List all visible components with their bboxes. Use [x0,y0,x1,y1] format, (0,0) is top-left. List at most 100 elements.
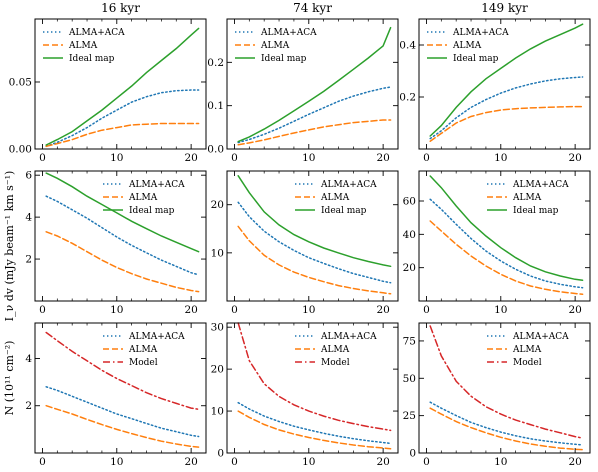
plot-frame [34,322,207,454]
legend-label: ALMA [320,345,350,355]
x-tick-label: 0 [39,456,46,468]
x-tick-label: 20 [184,304,197,316]
y-tick-label: 0 [409,448,416,460]
legend-label: Ideal map [69,54,115,64]
series-line-model [429,325,584,439]
plot-frame [418,322,591,454]
panel-r0c0: 16 kyr 0 10 20 0.00 0.05 ALMA+ACA ALMA Ideal map [9,1,207,164]
legend-label: Model [513,358,542,368]
y-tick-label: 0.2 [207,57,224,69]
legend-label: Model [321,358,350,368]
series-line-alma-aca [429,76,584,140]
legend-label: Model [129,358,158,368]
legend-label: ALMA [452,41,482,51]
x-tick-label: 0 [423,152,430,164]
x-tick-label: 0 [231,304,238,316]
legend-label: ALMA [128,193,158,203]
series-line-ideal-map [237,26,392,143]
x-tick-label: 0 [423,456,430,468]
series-line-alma [237,225,392,295]
legend-label: ALMA+ACA [260,28,317,38]
y-tick-label: 0.00 [9,144,32,156]
panel-r0c2: 149 kyr 0 10 20 0.2 0.4 ALMA+ACA ALMA Ideal map [399,1,591,164]
series-line-alma-aca [45,386,200,438]
y-tick-label: 10 [211,247,224,259]
x-tick-label: 10 [494,456,507,468]
legend-label: ALMA+ACA [452,28,509,38]
series-line-ideal-map [429,175,584,281]
x-tick-label: 10 [494,304,507,316]
legend-label: Ideal map [321,206,367,216]
x-tick-label: 10 [302,304,315,316]
y-tick-label: 25 [403,410,416,422]
ylabel-row1-text: I_ν dv (mJy beam⁻¹ km s⁻¹) [3,171,16,322]
y-tick-label: 60 [403,196,416,208]
x-tick-label: 10 [302,152,315,164]
x-tick-label: 10 [302,456,315,468]
ylabel-row1: I_ν dv (mJy beam⁻¹ km s⁻¹) [3,171,16,322]
y-tick-label: 20 [211,364,224,376]
series-line-alma-aca [429,401,584,446]
y-tick-label: 2 [25,254,32,266]
series-line-ideal-map [237,175,392,268]
series-line-alma [45,231,200,293]
x-tick-label: 10 [494,152,507,164]
x-tick-label: 0 [231,152,238,164]
y-tick-label: 0.0 [207,144,224,156]
series-line-model [45,331,200,411]
legend-label: Ideal map [513,206,559,216]
ylabel-row2: N (10¹¹ cm⁻²) [3,341,16,416]
legend-label: ALMA [260,41,290,51]
x-tick-label: 10 [110,456,123,468]
series-line-ideal-map [45,172,200,253]
series-line-alma [237,119,392,146]
series-line-ideal-map [45,27,200,146]
panel-r1c1: 0 10 20 10 20 ALMA+ACA ALMA Ideal map [211,170,399,316]
y-tick-label: 30 [211,322,224,334]
series-line-alma [45,122,200,148]
series-line-alma-aca [237,401,392,445]
legend-label: ALMA+ACA [512,332,569,342]
y-tick-label: 2 [25,400,32,412]
series-line-alma-aca [429,198,584,289]
panel-title: 16 kyr [101,1,140,15]
x-tick-label: 20 [184,152,197,164]
x-tick-label: 20 [568,456,581,468]
series-line-alma-aca [45,89,200,148]
x-tick-label: 20 [376,456,389,468]
legend-label: Ideal map [129,206,175,216]
panel-r2c0: 0 10 20 2 4 ALMA+ACA ALMA Model [25,322,207,468]
panel-r0c1: 74 kyr 0 10 20 0.0 0.1 0.2 ALMA+ACA ALMA Ideal ma… [207,1,399,164]
series-line-ideal-map [429,23,584,137]
panel-title: 149 kyr [481,1,528,15]
x-tick-label: 10 [110,304,123,316]
legend-label: ALMA+ACA [320,180,377,190]
legend-label: ALMA [128,345,158,355]
legend-label: ALMA+ACA [128,180,185,190]
y-tick-label: 6 [25,170,32,182]
panel-title: 74 kyr [293,1,332,15]
y-tick-label: 0.4 [399,40,416,52]
legend-label: Ideal map [453,54,499,64]
x-tick-label: 0 [423,304,430,316]
y-tick-label: 40 [403,229,416,241]
y-tick-label: 20 [403,262,416,274]
legend-label: ALMA+ACA [512,180,569,190]
ylabel-row2-text: N (10¹¹ cm⁻²) [3,341,16,416]
y-tick-label: 0.2 [399,92,416,104]
y-tick-label: 20 [211,199,224,211]
legend-label: ALMA [320,193,350,203]
series-line-alma [429,220,584,296]
x-tick-label: 20 [376,152,389,164]
legend-label: ALMA+ACA [128,332,185,342]
x-tick-label: 0 [39,152,46,164]
panel-r1c2: 0 10 20 20 40 60 ALMA+ACA ALMA Ideal map [403,170,591,316]
legend-label: ALMA [512,345,542,355]
y-tick-label: 0 [217,448,224,460]
x-tick-label: 20 [568,304,581,316]
x-tick-label: 20 [376,304,389,316]
panel-r2c2: 0 10 20 0 25 50 75 ALMA+ACA ALMA Model [403,322,591,468]
legend-label: ALMA+ACA [68,28,125,38]
